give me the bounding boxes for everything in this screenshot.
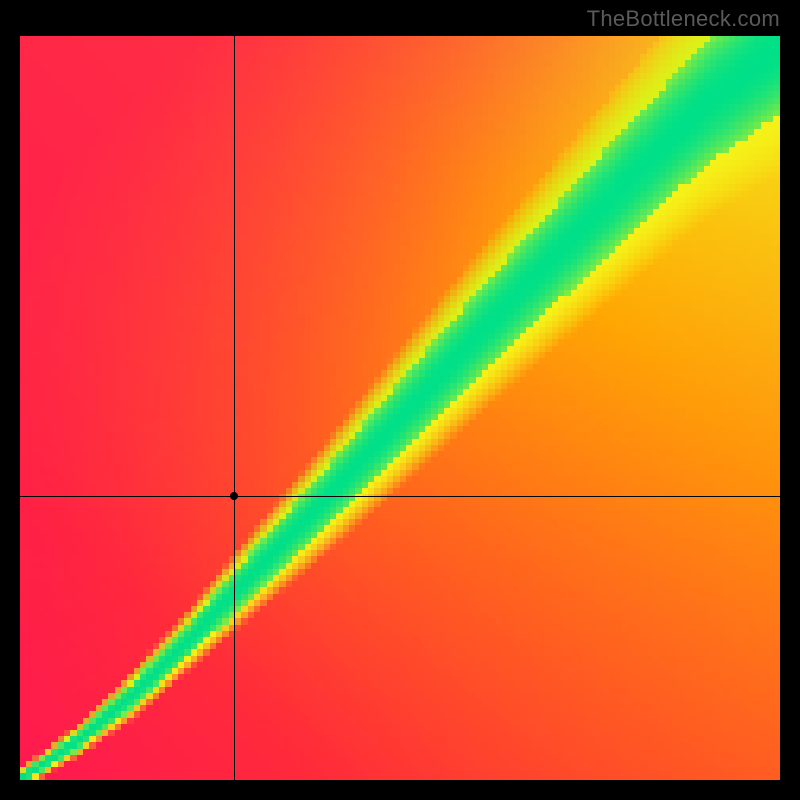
bottleneck-heatmap xyxy=(20,36,780,780)
crosshair-horizontal xyxy=(20,496,780,497)
watermark-text: TheBottleneck.com xyxy=(587,6,780,32)
crosshair-vertical xyxy=(234,36,235,780)
heatmap-canvas xyxy=(20,36,780,780)
selection-marker xyxy=(230,492,238,500)
